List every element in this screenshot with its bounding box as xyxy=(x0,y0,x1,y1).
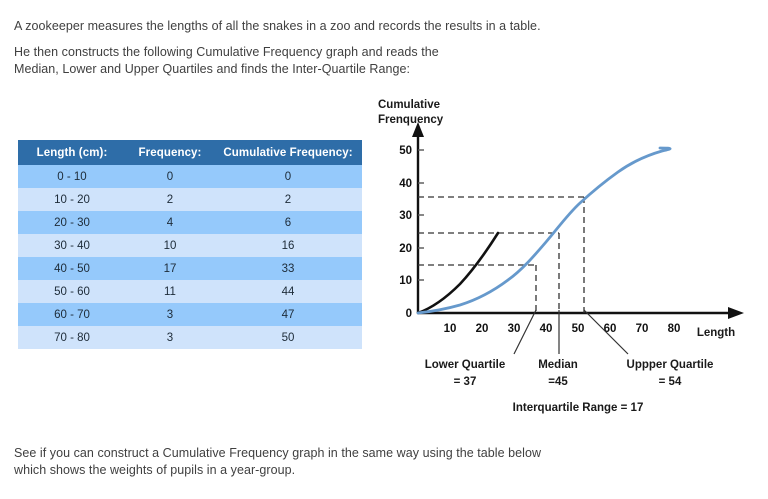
cell-frequency: 2 xyxy=(126,188,214,211)
y-axis-title-line2: Frenquency xyxy=(378,114,444,126)
cumulative-frequency-table: Length (cm): Frequency: Cumulative Frequ… xyxy=(18,140,362,349)
x-axis-arrow-icon xyxy=(728,307,744,319)
cell-frequency: 4 xyxy=(126,211,214,234)
interquartile-range-summary: Interquartile Range = 17 xyxy=(513,402,644,414)
table-header-length: Length (cm): xyxy=(18,140,126,165)
x-tick-label-80: 80 xyxy=(668,323,681,335)
y-tick-label-50: 50 xyxy=(399,145,412,157)
median-value: =45 xyxy=(548,376,568,388)
cell-length: 30 - 40 xyxy=(18,234,126,257)
table-row: 40 - 50 17 33 xyxy=(18,257,362,280)
cell-frequency: 0 xyxy=(126,165,214,188)
y-tick-label-0: 0 xyxy=(406,308,412,320)
median-guides xyxy=(418,232,560,313)
table-row: 20 - 30 4 6 xyxy=(18,211,362,234)
secondary-curve xyxy=(416,231,500,315)
table-header-cumulative: Cumulative Frequency: xyxy=(214,140,362,165)
table-row: 0 - 10 0 0 xyxy=(18,165,362,188)
x-tick-label-70: 70 xyxy=(636,323,649,335)
x-tick-label-20: 20 xyxy=(476,323,489,335)
cell-cumulative: 44 xyxy=(214,280,362,303)
cumulative-frequency-chart: Cumulative Frenquency 50 40 30 20 10 0 xyxy=(370,96,768,426)
y-tick-label-40: 40 xyxy=(399,178,412,190)
cell-cumulative: 33 xyxy=(214,257,362,280)
table-row: 50 - 60 11 44 xyxy=(18,280,362,303)
axes-group xyxy=(412,122,744,319)
outro-paragraph: See if you can construct a Cumulative Fr… xyxy=(14,446,542,477)
y-tick-label-20: 20 xyxy=(399,243,412,255)
table-header-row: Length (cm): Frequency: Cumulative Frequ… xyxy=(18,140,362,165)
cell-length: 50 - 60 xyxy=(18,280,126,303)
cell-length: 60 - 70 xyxy=(18,303,126,326)
x-tick-label-30: 30 xyxy=(508,323,521,335)
cell-frequency: 3 xyxy=(126,326,214,349)
upper-quartile-leader xyxy=(583,309,629,355)
lower-quartile-label: Lower Quartile xyxy=(425,359,506,371)
cell-frequency: 3 xyxy=(126,303,214,326)
cumulative-frequency-curve xyxy=(416,146,672,315)
intro-paragraph-1: A zookeeper measures the lengths of all … xyxy=(14,19,541,33)
x-tick-label-60: 60 xyxy=(604,323,617,335)
table-row: 30 - 40 10 16 xyxy=(18,234,362,257)
cell-cumulative: 0 xyxy=(214,165,362,188)
x-axis-title: Length xyxy=(697,327,735,339)
upper-quartile-value: = 54 xyxy=(659,376,682,388)
cell-length: 70 - 80 xyxy=(18,326,126,349)
cell-frequency: 11 xyxy=(126,280,214,303)
x-tick-label-10: 10 xyxy=(444,323,457,335)
upper-quartile-guides xyxy=(418,196,585,313)
cell-length: 10 - 20 xyxy=(18,188,126,211)
lower-quartile-value: = 37 xyxy=(454,376,477,388)
cell-cumulative: 2 xyxy=(214,188,362,211)
y-axis-title-line1: Cumulative xyxy=(378,99,440,111)
y-tick-marks xyxy=(418,149,424,281)
cell-frequency: 10 xyxy=(126,234,214,257)
table-header-frequency: Frequency: xyxy=(126,140,214,165)
intro-paragraph-2: He then constructs the following Cumulat… xyxy=(14,45,439,76)
y-tick-label-30: 30 xyxy=(399,210,412,222)
table-row: 10 - 20 2 2 xyxy=(18,188,362,211)
cell-frequency: 17 xyxy=(126,257,214,280)
y-tick-label-10: 10 xyxy=(399,275,412,287)
upper-quartile-label: Uppper Quartile xyxy=(627,359,714,371)
lower-quartile-leader xyxy=(513,309,537,355)
cell-length: 0 - 10 xyxy=(18,165,126,188)
table-row: 70 - 80 3 50 xyxy=(18,326,362,349)
chart-svg: Cumulative Frenquency 50 40 30 20 10 0 xyxy=(378,99,744,414)
x-tick-label-50: 50 xyxy=(572,323,585,335)
lower-quartile-guides xyxy=(418,264,537,313)
cell-length: 40 - 50 xyxy=(18,257,126,280)
cell-length: 20 - 30 xyxy=(18,211,126,234)
cell-cumulative: 6 xyxy=(214,211,362,234)
median-label: Median xyxy=(538,359,578,371)
annotation-leader-lines xyxy=(513,309,629,355)
table-row: 60 - 70 3 47 xyxy=(18,303,362,326)
x-tick-label-40: 40 xyxy=(540,323,553,335)
y-axis-arrow-icon xyxy=(412,122,424,137)
cell-cumulative: 16 xyxy=(214,234,362,257)
cell-cumulative: 47 xyxy=(214,303,362,326)
cell-cumulative: 50 xyxy=(214,326,362,349)
